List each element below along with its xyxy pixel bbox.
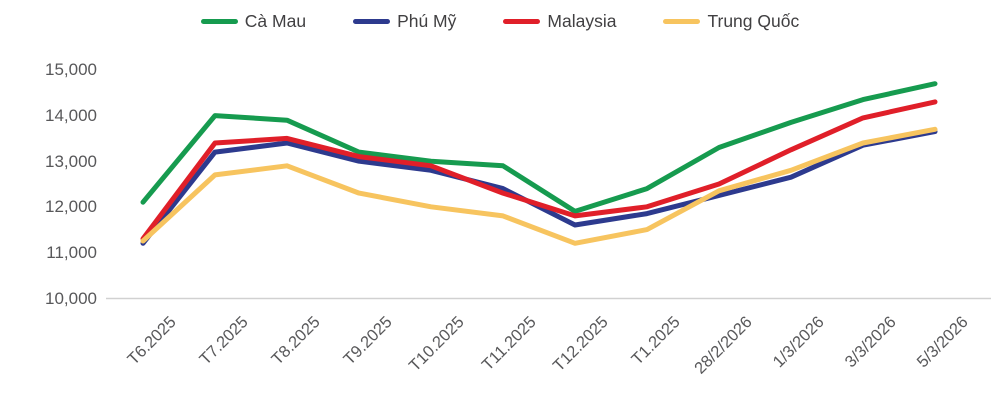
series-line-malaysia	[140, 99, 938, 242]
series-line-trung-quoc	[140, 126, 938, 246]
plot-lines	[140, 81, 938, 246]
y-tick-label: 12,000	[45, 197, 97, 217]
legend-swatch	[200, 19, 238, 24]
legend-label: Malaysia	[547, 11, 617, 31]
y-axis: 15,000 14,000 13,000 12,000 11,000 10,00…	[0, 59, 97, 309]
y-tick-label: 11,000	[46, 243, 97, 263]
legend-item-malaysia: Malaysia	[503, 11, 616, 32]
legend-label: Trung Quốc	[707, 11, 800, 31]
legend-label: Cà Mau	[244, 11, 307, 31]
legend-swatch	[503, 19, 541, 24]
legend: Cà Mau Phú Mỹ Malaysia Trung Quốc	[0, 11, 1000, 32]
legend-item-phu-my: Phú Mỹ	[353, 11, 456, 32]
y-tick-label: 10,000	[45, 288, 97, 308]
legend-item-trung-quoc: Trung Quốc	[663, 11, 799, 32]
legend-swatch	[353, 19, 391, 24]
y-tick-label: 13,000	[45, 151, 97, 171]
legend-item-ca-mau: Cà Mau	[200, 11, 307, 32]
legend-swatch	[663, 19, 701, 24]
series-line-ca-mau	[140, 81, 938, 214]
y-tick-label: 14,000	[45, 105, 97, 125]
y-tick-label: 15,000	[45, 60, 97, 79]
legend-label: Phú Mỹ	[397, 11, 457, 31]
